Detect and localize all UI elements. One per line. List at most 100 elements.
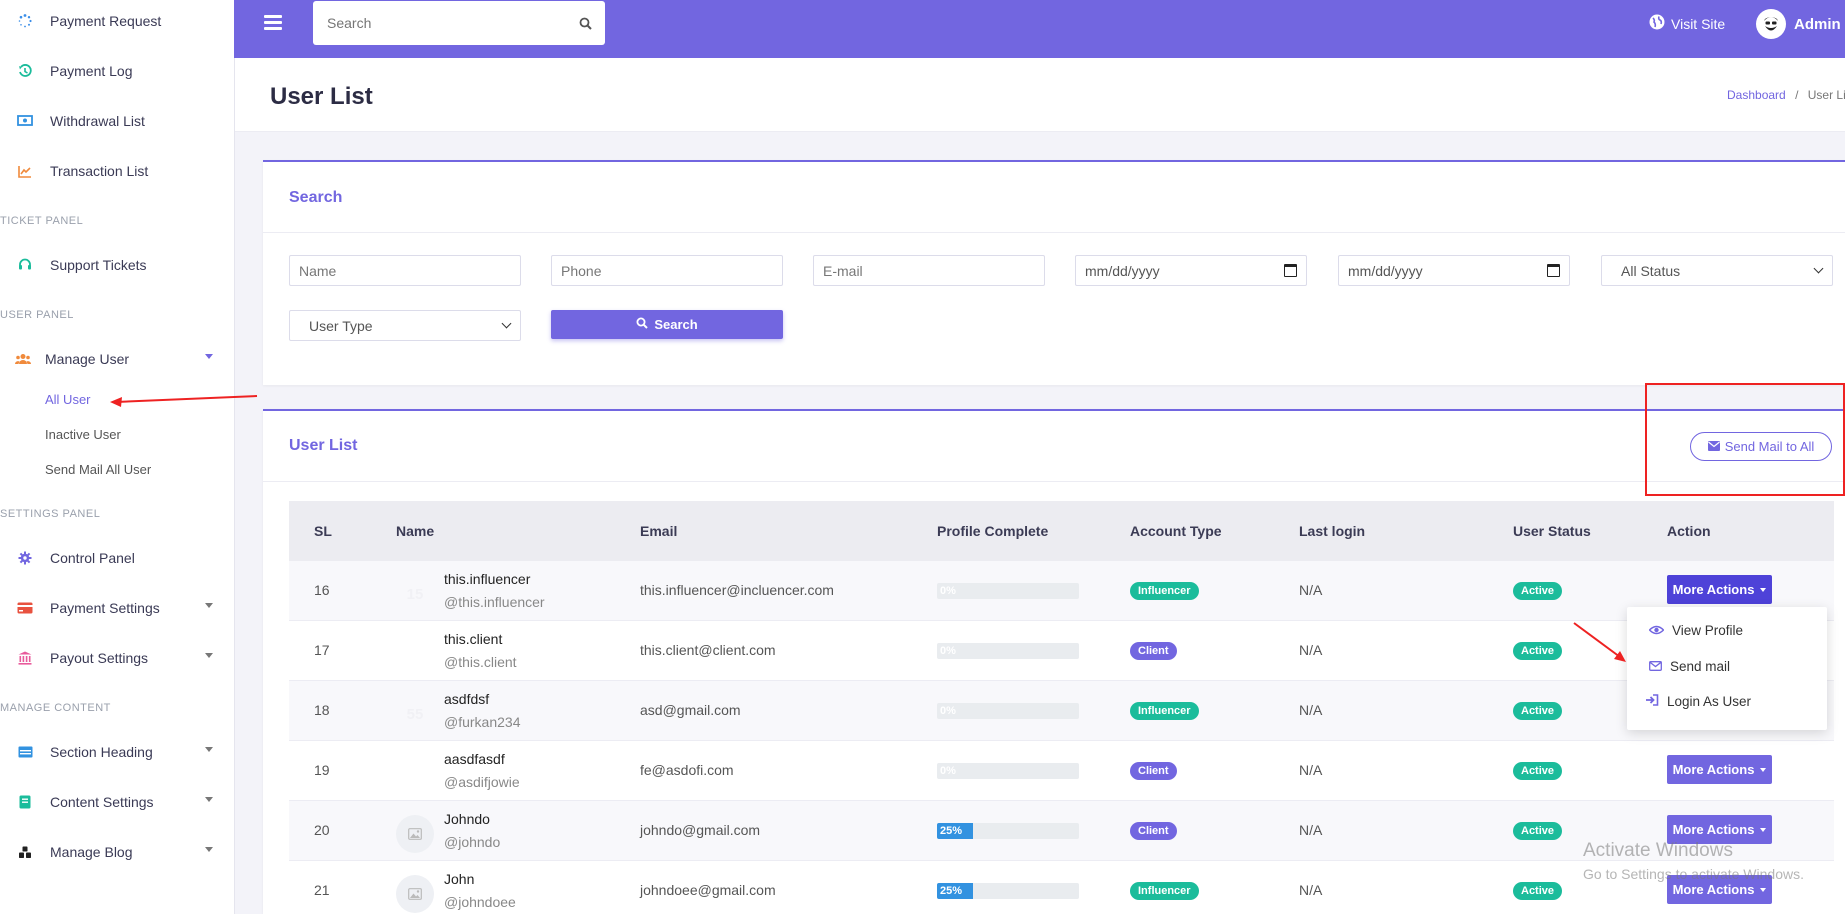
image-placeholder-icon <box>408 888 422 900</box>
date-from-input[interactable]: mm/dd/yyyy <box>1075 255 1307 286</box>
cell-sl: 16 <box>314 582 330 598</box>
sidebar-subitem-all-user[interactable]: All User <box>45 392 91 407</box>
sidebar-item-label: Payout Settings <box>50 650 149 666</box>
profile-progress-fill: 0% <box>937 583 1079 599</box>
account-type-badge: Influencer <box>1130 702 1199 720</box>
gear-icon <box>0 551 50 565</box>
visit-site-label: Visit Site <box>1671 15 1726 32</box>
column-header-last-login[interactable]: Last login <box>1299 523 1366 539</box>
sidebar: Payment Request Payment Log Withdrawal L… <box>0 0 235 914</box>
more-actions-label: More Actions <box>1672 762 1755 777</box>
column-header-email[interactable]: Email <box>640 523 678 539</box>
sidebar-item-payout-settings[interactable]: Payout Settings <box>0 643 234 673</box>
send-mail-menu-item[interactable]: Send mail <box>1649 659 1730 674</box>
status-badge: Active <box>1513 822 1563 840</box>
chevron-down-icon <box>205 747 213 752</box>
hamburger-menu-icon[interactable] <box>264 15 282 31</box>
calendar-icon[interactable] <box>1547 264 1560 277</box>
cell-email: this.client@client.com <box>640 642 776 658</box>
chevron-down-icon <box>205 797 213 802</box>
table-header: SL Name Email Profile Complete Account T… <box>289 501 1834 561</box>
view-profile-menu-item[interactable]: View Profile <box>1648 623 1743 638</box>
eye-icon <box>1648 623 1665 638</box>
sidebar-item-payment-request[interactable]: Payment Request <box>0 6 234 36</box>
name-input[interactable]: Name <box>289 255 521 286</box>
spinner-icon <box>0 14 50 28</box>
column-header-account-type[interactable]: Account Type <box>1130 523 1222 539</box>
chevron-down-icon <box>501 318 512 329</box>
phone-input[interactable]: Phone <box>551 255 783 286</box>
column-header-action[interactable]: Action <box>1667 523 1711 539</box>
table-row: 20 Johndo @johndo johndo@gmail.com 25% Client… <box>289 801 1834 861</box>
profile-progress-fill: 25% <box>937 883 973 899</box>
email-input[interactable]: E-mail <box>813 255 1045 286</box>
sidebar-item-payment-log[interactable]: Payment Log <box>0 56 234 86</box>
column-header-name[interactable]: Name <box>396 523 435 539</box>
cell-sl: 18 <box>314 702 330 718</box>
login-as-user-label: Login As User <box>1667 694 1752 709</box>
caret-down-icon <box>1760 827 1767 832</box>
sidebar-item-transaction-list[interactable]: Transaction List <box>0 156 234 186</box>
sidebar-subitem-inactive-user[interactable]: Inactive User <box>45 427 121 442</box>
user-type-select-value: User Type <box>309 317 373 334</box>
caret-down-icon <box>1760 587 1767 592</box>
cell-sl: 17 <box>314 642 330 658</box>
admin-menu[interactable]: Admin <box>1756 9 1841 39</box>
user-list-card-title: User List <box>289 437 358 454</box>
sidebar-item-label: Payment Settings <box>50 600 160 616</box>
table-row: 21 John @johndoee johndoee@gmail.com 25% Infl… <box>289 861 1834 914</box>
account-type-badge: Client <box>1130 642 1177 660</box>
column-header-user-status[interactable]: User Status <box>1513 523 1591 539</box>
profile-progress-bar: 0% <box>937 763 1079 779</box>
sidebar-item-withdrawal-list[interactable]: Withdrawal List <box>0 106 234 136</box>
cell-last-login: N/A <box>1299 702 1323 718</box>
chart-line-icon <box>0 165 50 178</box>
sidebar-item-content-settings[interactable]: Content Settings <box>0 787 234 817</box>
cell-name: asdfdsf <box>444 691 490 707</box>
more-actions-button[interactable]: More Actions <box>1667 755 1772 784</box>
search-card-title: Search <box>289 189 343 206</box>
date-to-input[interactable]: mm/dd/yyyy <box>1338 255 1570 286</box>
login-as-user-menu-item[interactable]: Login As User <box>1645 694 1751 709</box>
profile-progress-fill: 25% <box>937 823 973 839</box>
sidebar-item-manage-user[interactable]: Manage User <box>0 344 234 374</box>
sidebar-item-control-panel[interactable]: Control Panel <box>0 543 234 573</box>
sidebar-item-label: Manage User <box>45 351 130 367</box>
profile-progress-bar: 0% <box>937 703 1079 719</box>
sidebar-item-manage-blog[interactable]: Manage Blog <box>0 837 234 867</box>
windows-activation-watermark-title: Activate Windows <box>1583 840 1733 861</box>
sidebar-heading-user-panel: User Panel <box>0 309 74 321</box>
send-mail-to-all-button[interactable]: Send Mail to All <box>1690 432 1832 461</box>
windows-activation-watermark-subtitle: Go to Settings to activate Windows. <box>1583 866 1804 882</box>
profile-progress-bar: 25% <box>937 883 1079 899</box>
sidebar-subitem-send-mail-all-user[interactable]: Send Mail All User <box>45 462 152 477</box>
sidebar-item-support-tickets[interactable]: Support Tickets <box>0 250 234 280</box>
visit-site-link[interactable]: Visit Site <box>1649 14 1725 33</box>
cell-last-login: N/A <box>1299 882 1323 898</box>
breadcrumb-dashboard-link[interactable]: Dashboard <box>1727 88 1786 102</box>
table-row: 17 this.client @this.client this.client@cli… <box>289 621 1834 681</box>
calendar-icon[interactable] <box>1284 264 1297 277</box>
search-icon[interactable] <box>565 17 605 30</box>
more-actions-button[interactable]: More Actions <box>1667 875 1772 904</box>
more-actions-button[interactable]: More Actions <box>1667 815 1772 844</box>
search-button[interactable]: Search <box>551 310 783 339</box>
avatar-text: 15 <box>406 585 424 603</box>
profile-progress-fill: 0% <box>937 703 1079 719</box>
column-header-sl[interactable]: SL <box>314 523 332 539</box>
card-divider <box>263 481 1845 482</box>
cell-sl: 21 <box>314 882 330 898</box>
cell-username: @johndoee <box>444 894 516 910</box>
cell-sl: 19 <box>314 762 330 778</box>
sidebar-item-label: Withdrawal List <box>50 113 145 129</box>
more-actions-button[interactable]: More Actions <box>1667 575 1772 604</box>
sidebar-item-label: Manage Blog <box>50 844 133 860</box>
user-type-select[interactable]: User Type <box>289 310 521 341</box>
avatar-text: 55 <box>406 705 424 723</box>
status-select[interactable]: All Status <box>1601 255 1833 286</box>
send-mail-to-all-label: Send Mail to All <box>1724 439 1815 454</box>
global-search-input[interactable] <box>313 15 565 31</box>
sidebar-item-payment-settings[interactable]: Payment Settings <box>0 593 234 623</box>
sidebar-item-section-heading[interactable]: Section Heading <box>0 737 234 767</box>
column-header-profile-complete[interactable]: Profile Complete <box>937 523 1049 539</box>
